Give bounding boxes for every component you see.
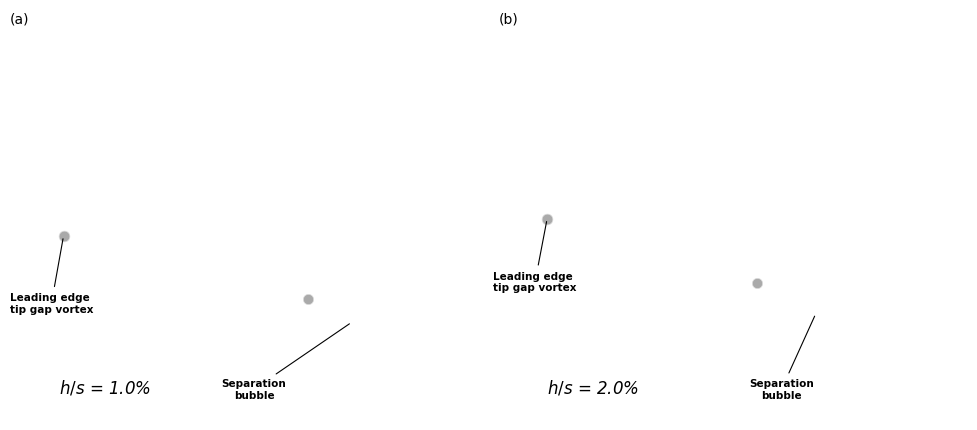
Text: (b): (b) bbox=[498, 13, 518, 27]
Point bbox=[539, 216, 555, 223]
Text: III: III bbox=[820, 236, 841, 254]
Text: I: I bbox=[612, 94, 619, 112]
Text: $h/s$ = 2.0%: $h/s$ = 2.0% bbox=[547, 378, 639, 396]
Text: II: II bbox=[222, 176, 237, 194]
Text: Separation
bubble: Separation bubble bbox=[222, 324, 350, 400]
Text: Leading edge
tip gap vortex: Leading edge tip gap vortex bbox=[10, 239, 93, 314]
Text: Leading edge
tip gap vortex: Leading edge tip gap vortex bbox=[493, 222, 576, 292]
Point bbox=[300, 295, 316, 302]
Text: I: I bbox=[118, 107, 126, 125]
Text: (a): (a) bbox=[10, 13, 29, 27]
Text: III: III bbox=[326, 262, 348, 280]
Text: Separation
bubble: Separation bubble bbox=[749, 316, 815, 400]
Point bbox=[56, 233, 71, 240]
Text: II: II bbox=[720, 154, 736, 172]
Text: $h/s$ = 1.0%: $h/s$ = 1.0% bbox=[59, 378, 150, 396]
Point bbox=[749, 280, 765, 287]
